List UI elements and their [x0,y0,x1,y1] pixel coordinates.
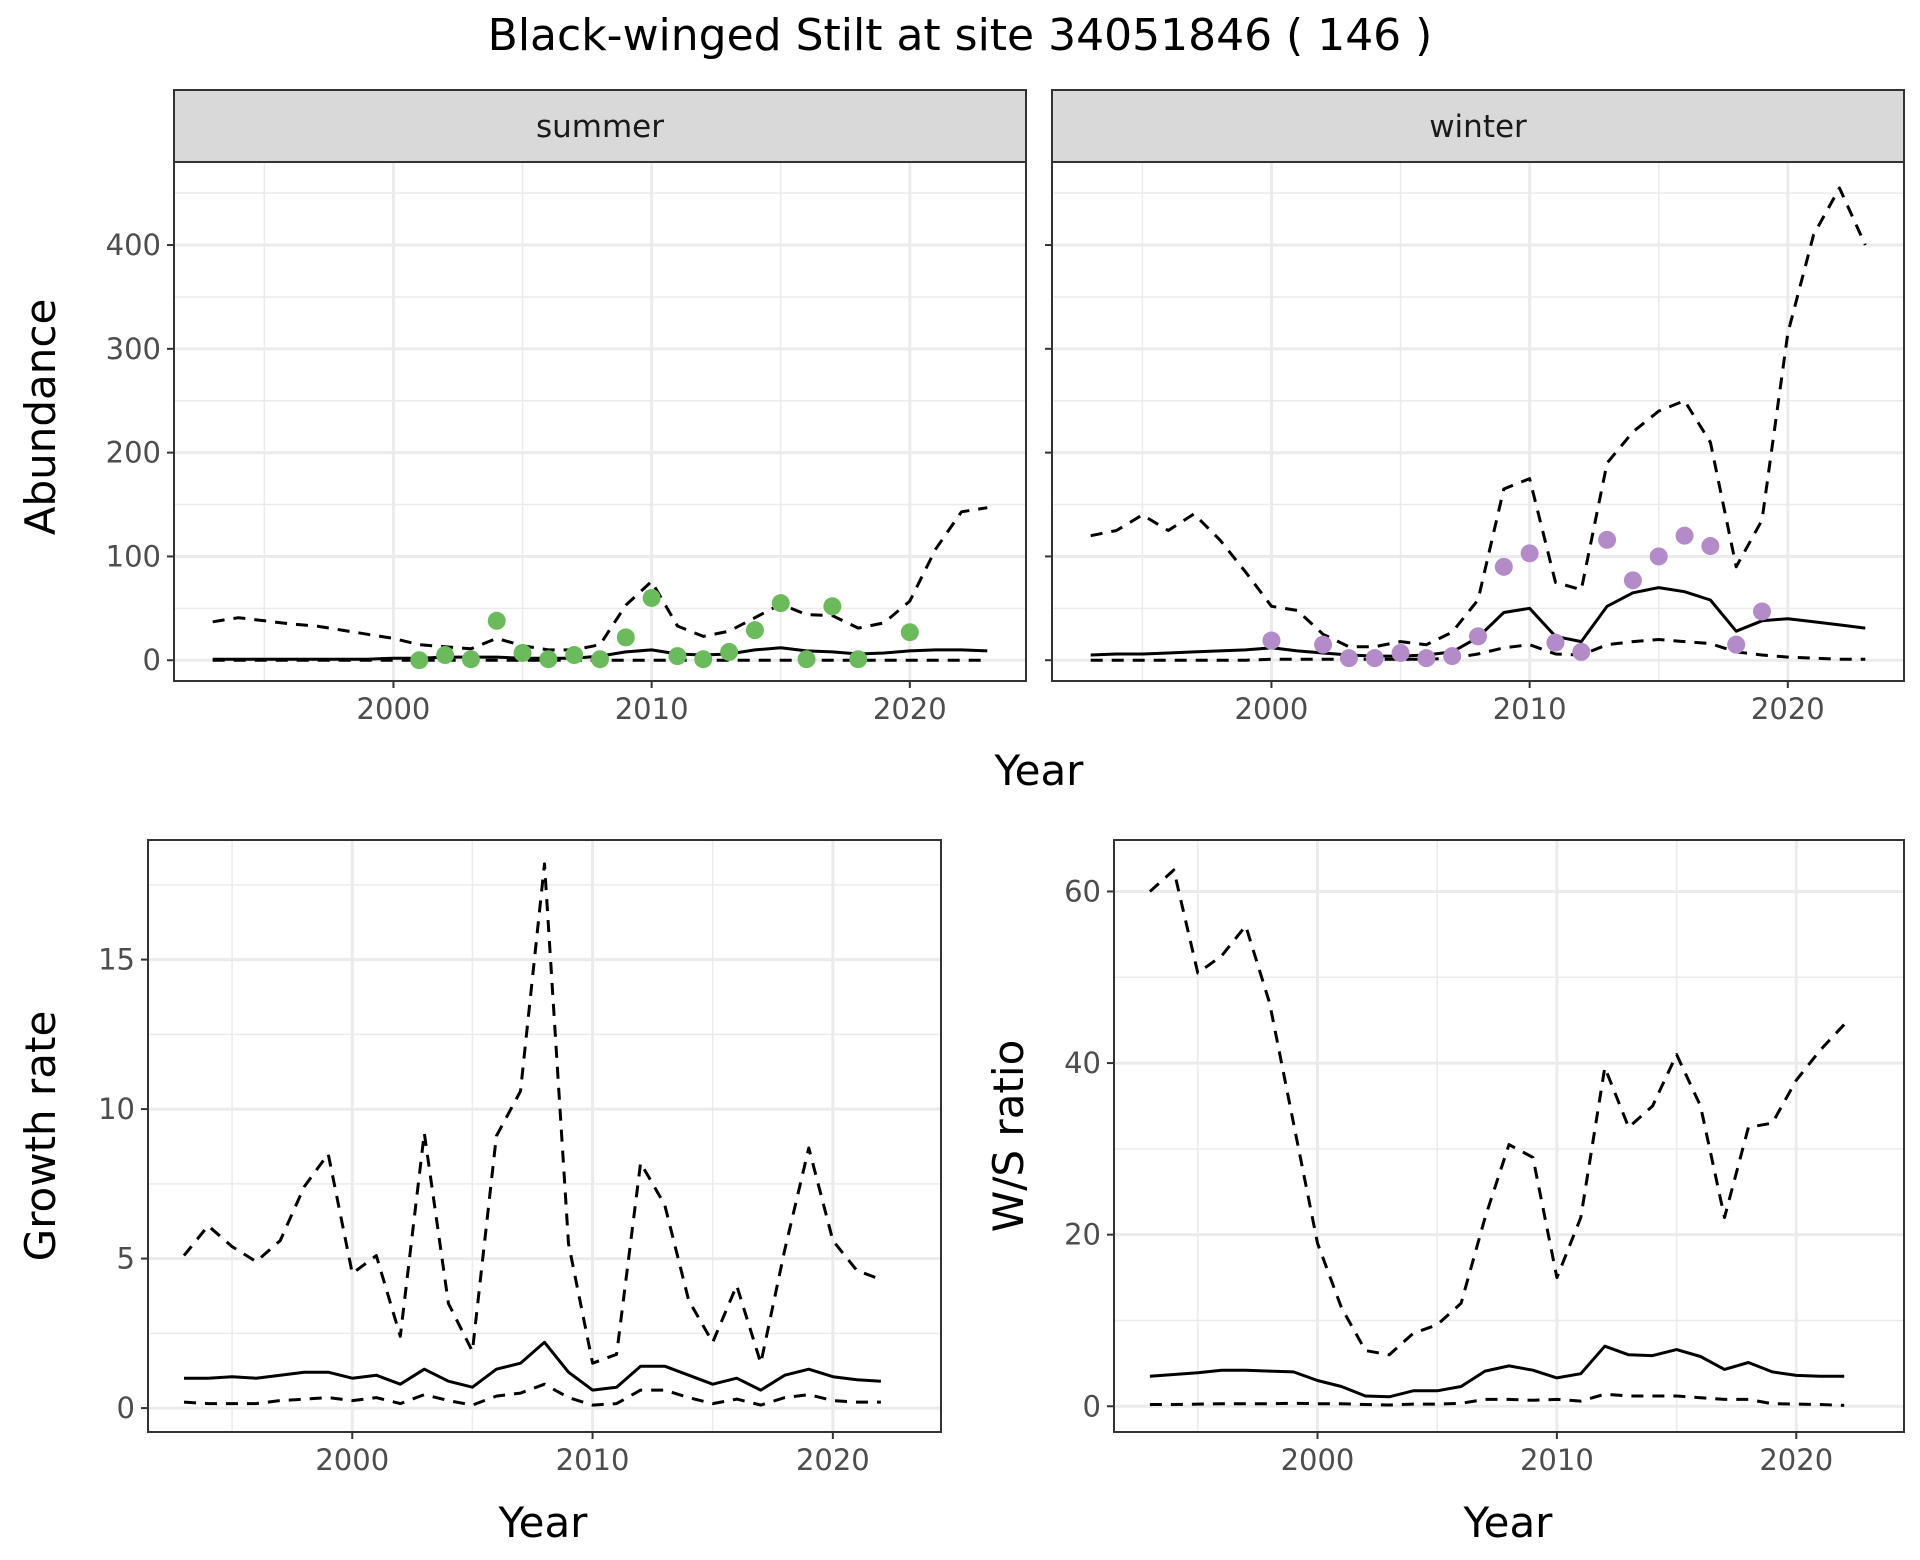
y-tick-label: 20 [1064,1218,1101,1252]
data-point [1623,571,1642,590]
data-point [797,650,816,669]
series-line-lower [183,1382,881,1407]
x-axis-title-top: Year [994,746,1085,795]
x-tick-label: 2000 [1281,1443,1355,1477]
y-tick-label: 60 [1064,874,1101,908]
series-line-estimate [184,1340,881,1392]
data-point [745,621,764,640]
data-point [668,647,687,666]
data-point [591,650,609,669]
x-axis-title-ratio: Year [1463,1498,1554,1547]
plot-area [1114,840,1904,1432]
data-point [1314,635,1333,654]
y-tick-label: 100 [106,539,161,573]
data-point [565,646,584,665]
data-point [410,651,429,670]
data-point [539,650,558,669]
y-tick-label: 200 [106,436,161,470]
series-line-upper [182,862,882,1365]
figure-title: Black-winged Stilt at site 34051846 ( 14… [488,10,1433,61]
data-point [694,650,713,669]
data-point [1339,649,1358,668]
y-tick-label: 10 [98,1092,135,1126]
y-tick-label: 400 [106,228,161,262]
strip-summer [173,89,1027,163]
data-point [616,628,635,647]
series-line-estimate [1149,1344,1845,1399]
data-point [1572,642,1591,661]
data-point [849,650,868,669]
y-tick-label: 15 [98,943,135,977]
strip-label-summer: summer [536,109,664,145]
data-point [1443,647,1462,666]
y-tick-label: 0 [1083,1389,1101,1423]
data-point [1365,649,1384,668]
data-point [720,642,739,661]
x-axis-title-growth: Year [498,1498,589,1547]
data-point [436,646,455,665]
series-line-upper [212,506,988,652]
y-axis-title-abundance: Abundance [16,299,65,536]
data-point [1701,537,1720,556]
data-point [900,623,919,642]
panel-border [1113,839,1905,1433]
y-tick-label: 40 [1064,1046,1101,1080]
y-tick-label: 0 [143,643,161,677]
y-tick-label: 5 [117,1242,135,1276]
x-tick-label: 2010 [556,1443,630,1477]
data-point [1649,547,1668,566]
y-tick-label: 0 [117,1391,135,1425]
data-point [1546,633,1565,652]
strip-winter [1051,89,1905,163]
x-tick-label: 2010 [615,692,689,726]
x-tick-label: 2010 [1520,1443,1594,1477]
data-point [1262,631,1281,650]
panel-summer: 2000 2010 2020 0 100 200 300 400 [106,161,1027,726]
strip-label-winter: winter [1429,109,1527,145]
panel-winter: 2000 2010 2020 [1045,161,1905,726]
x-tick-label: 2020 [1751,692,1825,726]
data-point [1675,526,1694,545]
y-tick-label: 300 [106,332,161,366]
data-point [1520,544,1539,563]
y-axis-title-ratio: W/S ratio [984,1040,1033,1233]
x-tick-label: 2000 [315,1443,389,1477]
data-point [771,594,790,613]
data-point [1494,557,1513,576]
data-point [1417,649,1436,668]
data-point [513,643,532,662]
x-tick-label: 2020 [796,1443,870,1477]
series-line-upper [1148,868,1846,1357]
data-point [1753,602,1771,621]
panel-border [147,839,942,1433]
data-point [1727,635,1746,654]
x-tick-label: 2010 [1493,692,1567,726]
y-axis-title-growth: Growth rate [16,1011,65,1262]
panel-growth: 2000 2010 2020 0 5 10 15 [98,839,942,1477]
data-point [642,588,661,607]
series-line-upper [1090,186,1867,649]
x-tick-label: 2000 [357,692,431,726]
x-tick-label: 2000 [1235,692,1309,726]
data-point [1391,643,1410,662]
plot-area [1052,162,1904,681]
series-line-lower [1149,1392,1845,1407]
data-point [461,650,480,669]
x-tick-label: 2020 [873,692,947,726]
data-point [1598,530,1617,549]
data-point [487,611,506,630]
x-tick-label: 2020 [1759,1443,1833,1477]
data-point [1469,627,1487,646]
data-point [823,597,842,616]
panel-ratio: 2000 2010 2020 0 20 40 60 [1064,839,1905,1477]
plot-area [174,162,1026,681]
